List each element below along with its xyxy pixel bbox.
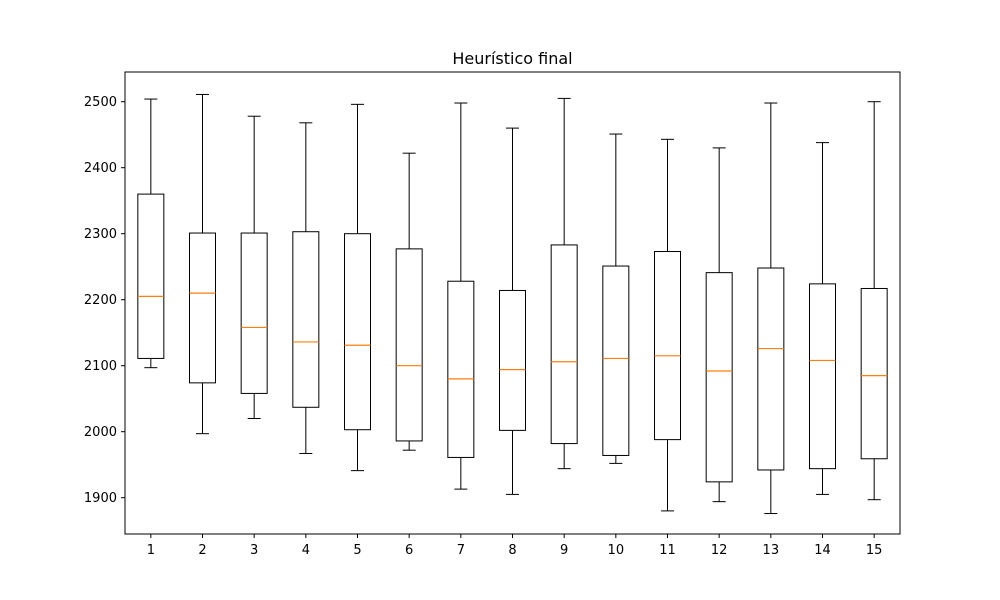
iqr-box bbox=[860, 287, 888, 460]
iqr-box bbox=[395, 248, 423, 442]
box-15 bbox=[860, 101, 888, 501]
x-tick-label: 9 bbox=[560, 543, 568, 558]
iqr-box bbox=[447, 280, 475, 458]
box-3 bbox=[240, 115, 268, 419]
box-4 bbox=[292, 122, 320, 454]
iqr-box bbox=[757, 267, 785, 471]
x-tick-label: 13 bbox=[763, 543, 780, 558]
box-14 bbox=[809, 142, 836, 495]
box-7 bbox=[447, 102, 475, 490]
x-tick-label: 3 bbox=[250, 543, 258, 558]
x-tick-label: 12 bbox=[711, 543, 728, 558]
iqr-box bbox=[137, 193, 165, 359]
box-11 bbox=[654, 138, 681, 512]
plot-area-frame bbox=[124, 71, 901, 535]
boxes-group bbox=[137, 93, 888, 515]
box-5 bbox=[344, 103, 371, 472]
box-9 bbox=[550, 97, 578, 470]
x-tick-label: 5 bbox=[353, 543, 361, 558]
iqr-box bbox=[809, 283, 836, 470]
x-tick-label: 2 bbox=[198, 543, 206, 558]
box-1 bbox=[137, 98, 165, 369]
y-tick-label: 2500 bbox=[84, 95, 117, 110]
iqr-box bbox=[654, 251, 681, 441]
y-tick-label: 2200 bbox=[84, 293, 117, 308]
x-tick-label: 14 bbox=[814, 543, 831, 558]
iqr-box bbox=[602, 265, 630, 456]
iqr-box bbox=[705, 272, 733, 483]
x-tick-label: 8 bbox=[508, 543, 516, 558]
iqr-box bbox=[189, 232, 216, 384]
box-12 bbox=[705, 147, 733, 503]
box-2 bbox=[189, 93, 216, 435]
y-axis: 1900 2000 2100 2200 2300 2400 2500 bbox=[84, 95, 125, 506]
x-tick-label: 11 bbox=[659, 543, 676, 558]
x-tick-label: 6 bbox=[405, 543, 413, 558]
x-tick-label: 7 bbox=[457, 543, 465, 558]
y-tick-label: 2400 bbox=[84, 161, 117, 176]
x-tick-label: 15 bbox=[866, 543, 883, 558]
iqr-box bbox=[240, 232, 268, 394]
box-10 bbox=[602, 133, 630, 464]
y-tick-label: 2000 bbox=[84, 425, 117, 440]
x-tick-label: 10 bbox=[608, 543, 625, 558]
box-8 bbox=[499, 127, 526, 495]
x-tick-label: 1 bbox=[147, 543, 155, 558]
iqr-box bbox=[499, 289, 526, 431]
box-13 bbox=[757, 102, 785, 515]
iqr-box bbox=[550, 244, 578, 445]
y-tick-label: 2100 bbox=[84, 359, 117, 374]
x-tick-label: 4 bbox=[302, 543, 310, 558]
x-axis: 1 2 3 4 5 6 7 8 9 10 11 12 13 14 15 bbox=[147, 534, 883, 558]
box-6 bbox=[395, 152, 423, 451]
y-tick-label: 1900 bbox=[84, 491, 117, 506]
iqr-box bbox=[292, 231, 320, 408]
iqr-box bbox=[344, 233, 371, 431]
y-tick-label: 2300 bbox=[84, 227, 117, 242]
chart-title: Heurístico final bbox=[452, 49, 572, 68]
